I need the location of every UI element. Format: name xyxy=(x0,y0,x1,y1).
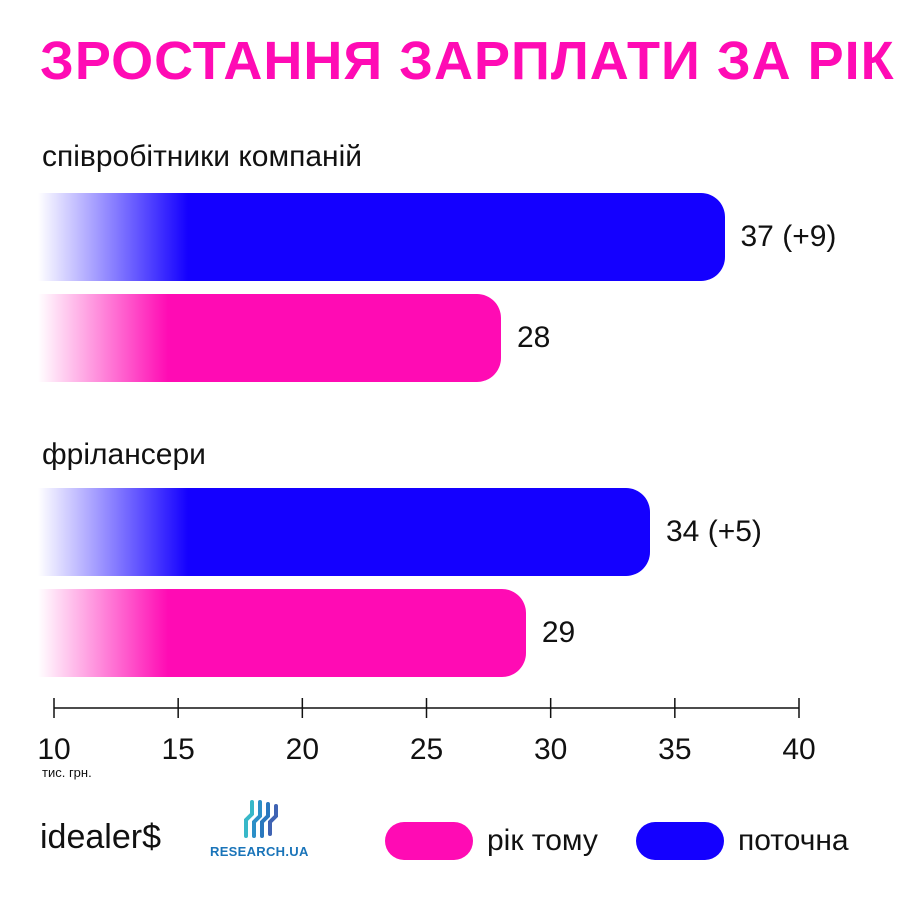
legend-label-prior: рік тому xyxy=(487,824,598,857)
research-ua-mark-icon xyxy=(244,800,278,838)
x-axis-unit-label: тис. грн. xyxy=(42,765,92,780)
research-ua-logo: RESEARCH.UA xyxy=(210,798,310,862)
x-axis: 10 15 20 25 30 35 40 xyxy=(37,698,816,766)
bar-label-employees-prior: 28 xyxy=(517,321,551,354)
legend-swatch-current xyxy=(636,822,724,860)
x-tick-label: 35 xyxy=(658,733,691,766)
x-tick-label: 15 xyxy=(161,733,194,766)
x-tick-label: 10 xyxy=(37,733,70,766)
bar-freelancers-prior xyxy=(38,589,526,677)
x-tick-label: 30 xyxy=(534,733,567,766)
x-tick-label: 40 xyxy=(782,733,815,766)
bar-employees-current xyxy=(38,193,725,281)
x-tick-label: 25 xyxy=(410,733,443,766)
legend-swatch-prior xyxy=(385,822,473,860)
bar-label-employees-current: 37 (+9) xyxy=(740,220,837,253)
idealers-logo: idealer$ xyxy=(40,818,161,856)
category-label-employees: співробітники компаній xyxy=(42,140,363,173)
bar-label-freelancers-current: 34 (+5) xyxy=(666,515,762,548)
bar-freelancers-current xyxy=(38,488,650,576)
legend-label-current: поточна xyxy=(738,824,849,857)
chart-title: ЗРОСТАННЯ ЗАРПЛАТИ ЗА РІК xyxy=(40,31,895,91)
category-label-freelancers: фрілансери xyxy=(42,438,206,471)
bar-employees-prior xyxy=(38,294,501,382)
x-tick-label: 20 xyxy=(286,733,319,766)
bar-label-freelancers-prior: 29 xyxy=(541,616,576,649)
research-ua-text: RESEARCH.UA xyxy=(210,844,309,859)
